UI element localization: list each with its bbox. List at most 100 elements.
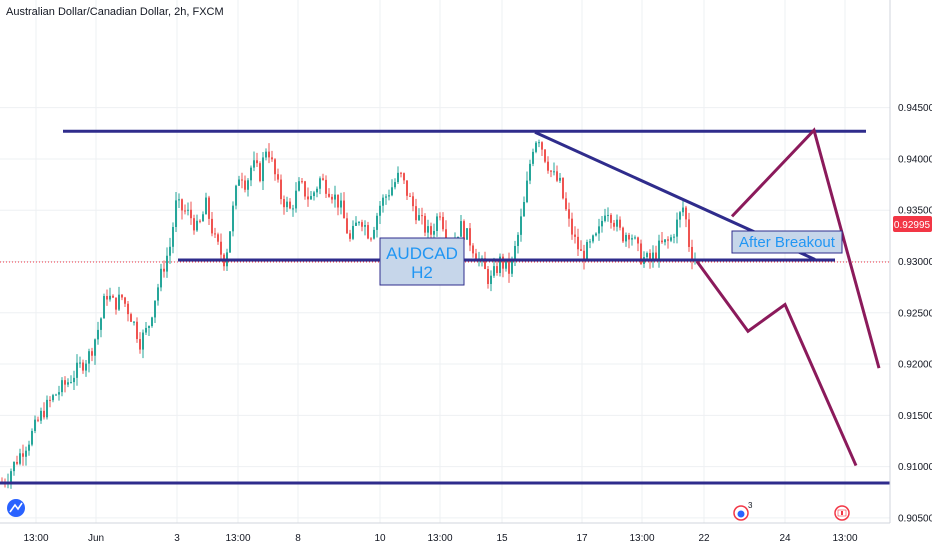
candle-body	[127, 303, 129, 315]
candle-body	[394, 182, 396, 188]
candle-body	[283, 199, 285, 208]
symbol-annotation-line2: H2	[411, 263, 433, 282]
candle-body	[391, 187, 393, 196]
candle-body	[469, 228, 471, 246]
candle-body	[598, 226, 600, 234]
candle-body	[565, 198, 567, 210]
candle-body	[562, 177, 564, 199]
candle-body	[403, 173, 405, 181]
candle-body	[31, 430, 33, 445]
candle-body	[208, 197, 210, 219]
candle-body	[487, 269, 489, 284]
candle-body	[280, 179, 282, 200]
y-tick-label: 0.91500	[898, 411, 932, 422]
candle-body	[571, 218, 573, 235]
x-tick-label: Jun	[88, 533, 104, 544]
candle-body	[499, 256, 501, 273]
candle-body	[664, 239, 666, 243]
x-tick-label: 15	[496, 533, 508, 544]
candle-body	[688, 219, 690, 247]
candle-body	[376, 215, 378, 230]
candle-body	[358, 222, 360, 224]
candle-body	[640, 243, 642, 264]
candle-body	[238, 179, 240, 186]
candle-body	[421, 215, 423, 217]
candle-body	[580, 249, 582, 251]
candle-body	[109, 295, 111, 300]
candle-body	[322, 178, 324, 180]
bullish-projection-path[interactable]	[730, 127, 881, 369]
candle-body	[568, 209, 570, 219]
candle-body	[70, 382, 72, 384]
x-tick-label: 24	[779, 533, 791, 544]
candle-body	[691, 246, 693, 261]
candle-body	[373, 229, 375, 239]
candle-body	[370, 238, 372, 240]
candle-body	[136, 321, 138, 340]
candle-body	[595, 233, 597, 236]
candle-body	[151, 317, 153, 327]
candle-body	[28, 444, 30, 451]
x-tick-label: 3	[174, 533, 180, 544]
candle-body	[658, 240, 660, 259]
candle-body	[637, 237, 639, 244]
candle-body	[184, 210, 186, 212]
candle-body	[346, 218, 348, 234]
candle-body	[220, 241, 222, 255]
candle-body	[199, 220, 201, 222]
candle-body	[262, 157, 264, 182]
candle-body	[625, 234, 627, 242]
candle-body	[43, 410, 45, 418]
y-tick-label: 0.92500	[898, 308, 932, 319]
candle-body	[655, 252, 657, 259]
candle-body	[232, 205, 234, 232]
candle-body	[412, 196, 414, 207]
canada-flag-icon[interactable]	[834, 505, 850, 521]
economic-events-icon[interactable]: 3	[733, 501, 753, 521]
candle-body	[124, 297, 126, 304]
candle-body	[289, 201, 291, 209]
candle-body	[514, 245, 516, 259]
candle-body	[490, 275, 492, 284]
candle-body	[670, 237, 672, 241]
candle-body	[154, 300, 156, 318]
candle-body	[508, 260, 510, 274]
y-tick-label: 0.90500	[898, 513, 932, 524]
breakout-annotation-box[interactable]: After Breakout	[731, 230, 843, 254]
candle-body	[679, 212, 681, 220]
candle-body	[88, 351, 90, 364]
candle-body	[526, 180, 528, 203]
candle-body	[76, 362, 78, 378]
candle-body	[466, 228, 468, 240]
candle-body	[592, 235, 594, 242]
candle-body	[271, 157, 273, 160]
y-tick-label: 0.93500	[898, 206, 932, 217]
candles-layer	[1, 139, 696, 489]
candle-body	[139, 339, 141, 350]
symbol-annotation-box[interactable]: AUDCAD H2	[379, 237, 465, 286]
candle-body	[523, 202, 525, 217]
candle-body	[295, 190, 297, 209]
candle-body	[430, 226, 432, 235]
time-scale[interactable]: 13:00 Jun 3 13:00 8 10 13:00 15 17 13:00 22 24 13:00	[23, 533, 857, 544]
candle-body	[382, 197, 384, 206]
candle-body	[115, 297, 117, 310]
candle-body	[268, 151, 270, 158]
candle-body	[445, 229, 447, 243]
bearish-projection-path[interactable]	[695, 260, 858, 467]
candle-body	[79, 362, 81, 364]
candle-body	[529, 163, 531, 181]
price-scale[interactable]: 0.94500 0.94000 0.93500 0.93000 0.92500 0.920…	[898, 103, 932, 524]
tradingview-logo[interactable]	[7, 499, 25, 517]
candle-body	[553, 171, 555, 173]
x-tick-label: 17	[576, 533, 588, 544]
candle-body	[40, 410, 42, 421]
candle-body	[385, 196, 387, 198]
candle-body	[298, 181, 300, 191]
candle-body	[253, 160, 255, 168]
candle-body	[352, 225, 354, 239]
candle-body	[91, 351, 93, 356]
events-count: 3	[748, 501, 753, 510]
drawings-layer	[0, 127, 890, 485]
